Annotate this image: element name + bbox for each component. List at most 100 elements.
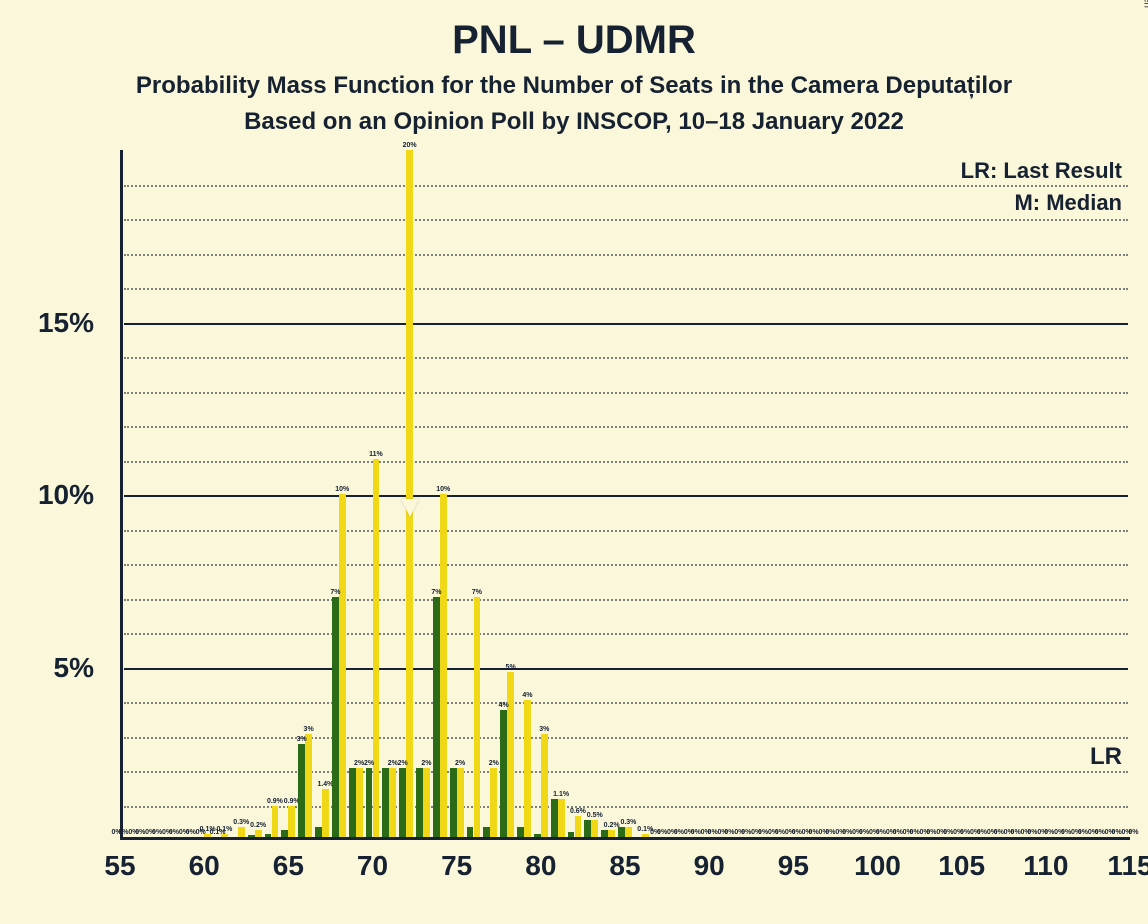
bar-yellow [474,597,481,837]
bar-label-green: 4% [499,702,509,709]
bar-green [332,597,339,837]
bar-label-yellow: 0% [152,829,162,836]
x-tick-label: 65 [273,850,304,882]
bar-label-yellow: 0.3% [233,819,249,826]
bar-green [315,827,322,837]
bar-label-yellow: 0% [186,829,196,836]
bar-green [517,827,524,837]
bar-label-yellow: 0% [758,829,768,836]
bar-label-yellow: 0% [775,829,785,836]
bar-label-yellow: 0% [859,829,869,836]
bar-yellow [457,768,464,837]
bar-yellow [490,768,497,837]
x-tick-label: 90 [694,850,725,882]
bar-green [382,768,389,837]
bar-label-yellow: 10% [436,486,450,493]
bar-label-yellow: 0.6% [570,808,586,815]
grid-minor [124,219,1128,221]
chart-subtitle-1: Probability Mass Function for the Number… [0,72,1148,100]
bar-label-yellow: 20% [403,142,417,149]
bar-green [483,827,490,837]
x-tick-label: 95 [778,850,809,882]
copyright-text: © 2022 Filip van Laenen [1142,0,1148,8]
grid-major [124,495,1128,497]
grid-minor [124,426,1128,428]
x-tick-label: 75 [441,850,472,882]
grid-minor [124,288,1128,290]
median-arrow-icon [401,499,419,517]
x-tick-label: 80 [525,850,556,882]
bar-label-yellow: 0.1% [216,826,232,833]
bar-label-yellow: 0.3% [620,819,636,826]
bar-label-yellow: 7% [472,589,482,596]
bar-label-yellow: 0% [893,829,903,836]
bar-label-yellow: 2% [354,760,364,767]
bar-yellow [373,459,380,837]
bar-label-yellow: 0% [977,829,987,836]
y-tick-label: 15% [0,307,94,339]
bar-label-yellow: 0% [1061,829,1071,836]
bar-yellow [591,820,598,837]
bar-green [298,744,305,837]
bar-label-yellow: 0% [1011,829,1021,836]
bar-label-yellow: 0% [994,829,1004,836]
bar-label-yellow: 0% [1027,829,1037,836]
bar-yellow [524,700,531,837]
grid-minor [124,564,1128,566]
bar-label-yellow: 0% [1078,829,1088,836]
grid-minor [124,185,1128,187]
grid-minor [124,392,1128,394]
y-axis-line [120,150,123,840]
grid-minor [124,771,1128,773]
grid-minor [124,633,1128,635]
bar-green [568,832,575,837]
bar-label-yellow: 2% [388,760,398,767]
bar-label-yellow: 0% [910,829,920,836]
bar-label-yellow: 0% [674,829,684,836]
bar-yellow [642,834,649,837]
bar-label-green: 7% [431,589,441,596]
bar-yellow [272,806,279,837]
bar-label-yellow: 0% [926,829,936,836]
bar-green [467,827,474,837]
bar-label-yellow: 0% [1095,829,1105,836]
bar-label-yellow: 2% [421,760,431,767]
bar-green [281,830,288,837]
bar-label-yellow: 11% [369,451,383,458]
bar-green [551,799,558,837]
bar-label-yellow: 0% [1044,829,1054,836]
bar-label-yellow: 2% [455,760,465,767]
bar-label-green: 7% [330,589,340,596]
y-tick-label: 5% [0,652,94,684]
bar-label-yellow: 5% [506,664,516,671]
grid-minor [124,530,1128,532]
bar-label-yellow: 0% [724,829,734,836]
x-tick-label: 110 [1023,850,1068,882]
x-tick-label: 100 [854,850,901,882]
grid-minor [124,254,1128,256]
x-tick-label: 105 [938,850,985,882]
bar-label-yellow: 0% [118,829,128,836]
chart-container: PNL – UDMR Probability Mass Function for… [0,0,1148,924]
x-axis-line [120,837,1130,840]
bar-label-yellow: 0% [809,829,819,836]
legend-median: M: Median [1014,190,1122,216]
bar-yellow [305,734,312,837]
bar-yellow [625,827,632,837]
bar-label-yellow: 0% [876,829,886,836]
grid-major [124,323,1128,325]
grid-minor [124,357,1128,359]
bar-yellow [507,672,514,837]
grid-minor [124,599,1128,601]
x-tick-label: 85 [609,850,640,882]
bar-green [584,820,591,837]
bar-label-yellow: 0% [1112,829,1122,836]
bar-label-green: 3% [297,736,307,743]
bar-yellow [423,768,430,837]
x-tick-label: 70 [357,850,388,882]
bar-yellow [541,734,548,837]
grid-minor [124,737,1128,739]
bar-green [601,830,608,837]
bar-label-green: 2% [398,760,408,767]
bar-green [399,768,406,837]
